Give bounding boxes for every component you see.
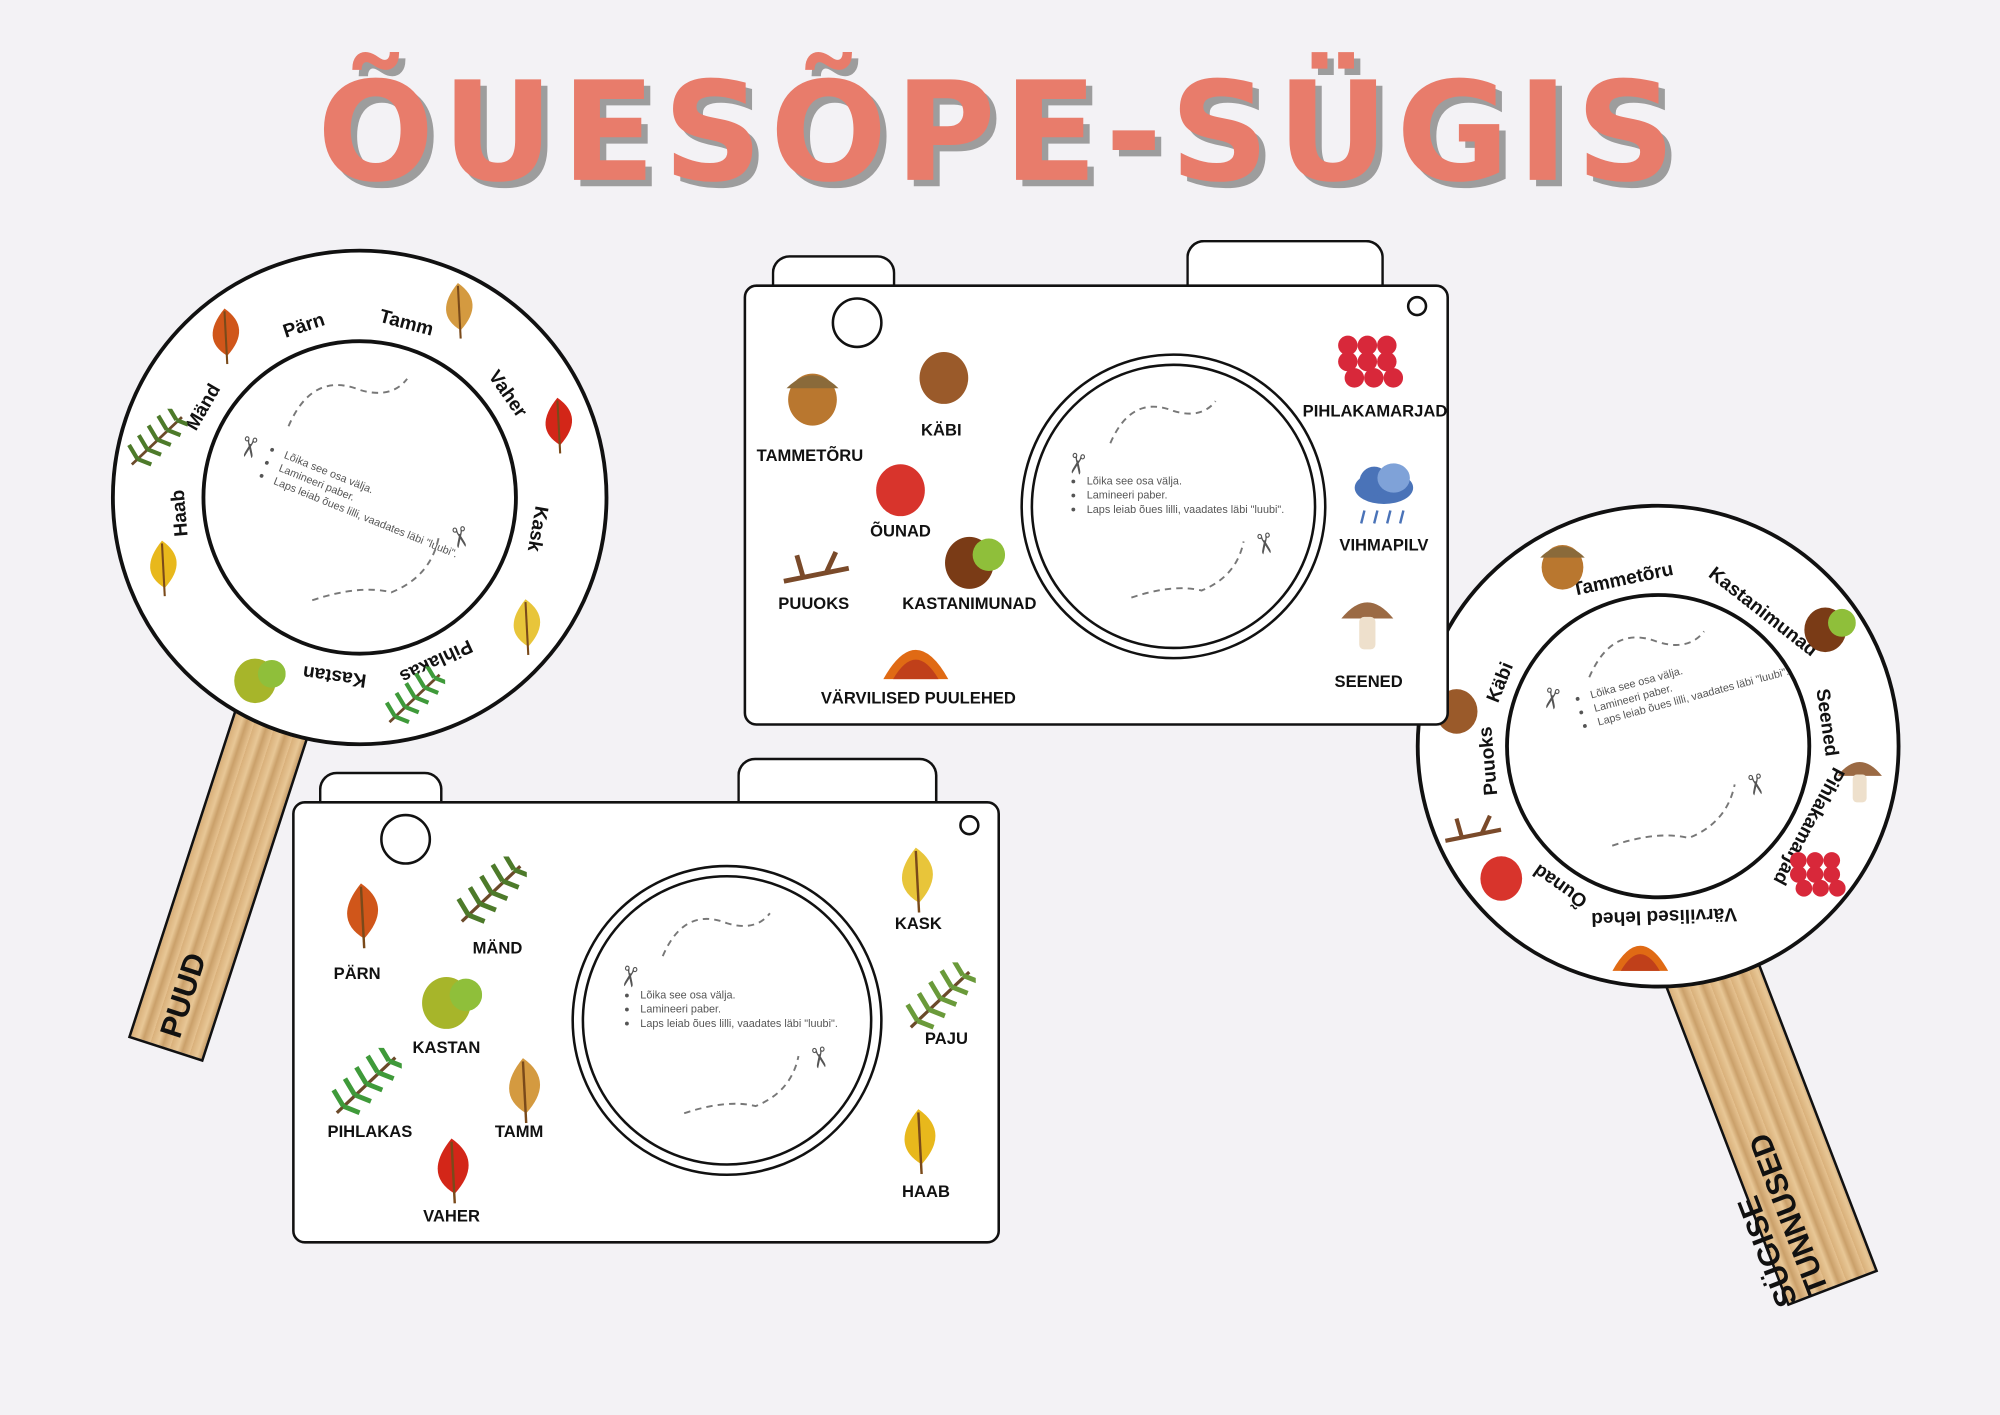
instructions-list: Lõika see osa välja.Lamineeri paber.Laps… <box>625 989 838 1031</box>
rowan-berries-icon <box>1332 326 1404 404</box>
pinecone-icon <box>908 337 979 415</box>
scissors-icon: ✂ <box>799 1043 836 1073</box>
maple-leaf-icon <box>416 1132 487 1210</box>
handle-label: SÜGISE TUNNUSED <box>1713 1129 1836 1312</box>
aspen-leaf-icon <box>131 536 192 604</box>
willow-branch-icon <box>904 957 980 1040</box>
aspen-leaf-icon <box>883 1103 954 1181</box>
linden-leaf-icon <box>325 877 396 955</box>
item-label: HAAB <box>902 1181 950 1201</box>
item-label: KASTANIMUNAD <box>902 593 1037 613</box>
mushroom-icon <box>1829 748 1890 816</box>
magnifier-autumn-handle: SÜGISE TUNNUSED <box>1657 932 1879 1312</box>
maple-leaf-icon <box>527 392 588 460</box>
pine-branch-icon <box>455 851 531 934</box>
camera-indicator <box>959 815 980 836</box>
item-label: KASK <box>894 913 942 934</box>
cut-line-decoration <box>1588 630 1736 847</box>
camera-flash <box>737 757 938 805</box>
camera-button <box>318 771 443 805</box>
item-label: TAMMETÕRU <box>756 445 864 465</box>
instruction-item: Lamineeri paber. <box>640 1003 838 1017</box>
leaf-pile-icon <box>1610 916 1671 984</box>
oak-leaf-icon <box>428 278 489 346</box>
instruction-item: Lamineeri paber. <box>1087 489 1285 503</box>
camera-flash <box>1186 239 1384 289</box>
item-label: VIHMAPILV <box>1339 535 1429 555</box>
scissors-icon: ✂ <box>1532 683 1569 713</box>
handle-label: PUUD <box>154 948 214 1043</box>
item-label: VAHER <box>423 1205 480 1226</box>
rowan-leaf-icon <box>330 1043 406 1126</box>
magnifier-trees-handle: PUUD <box>127 698 314 1063</box>
scissors-icon: ✂ <box>1058 449 1094 478</box>
acorn-icon <box>777 359 848 437</box>
item-label: ÕUNAD <box>870 521 931 541</box>
item-label: KASTAN <box>412 1037 481 1057</box>
page-title: ÕUESÕPE-SÜGIS <box>317 53 1683 214</box>
item-label: PIHLAKAMARJAD <box>1302 401 1448 421</box>
pine-branch-icon <box>126 405 191 477</box>
leaf-pile-icon <box>880 614 951 692</box>
magnifier-lens-cutout <box>201 339 518 656</box>
instruction-item: Laps leiab õues lilli, vaadates läbi "lu… <box>1087 503 1285 517</box>
cut-line-decoration <box>1109 400 1245 599</box>
camera-button <box>771 255 896 289</box>
item-label: SEENED <box>1334 671 1403 691</box>
birch-leaf-icon <box>495 593 556 661</box>
item-label: MÄND <box>472 938 523 958</box>
instruction-item: Laps leiab õues lilli, vaadates läbi "lu… <box>640 1017 838 1031</box>
instructions-list: Lõika see osa välja.Lamineeri paber.Laps… <box>1071 474 1285 517</box>
apple-icon <box>1471 844 1532 912</box>
chestnut-leaf-icon <box>411 962 483 1040</box>
birch-leaf-icon <box>880 841 951 919</box>
rowan-leaf-icon <box>384 663 449 735</box>
oak-leaf-icon <box>487 1052 558 1130</box>
rowan-berries-icon <box>1784 844 1846 912</box>
rain-cloud-icon <box>1348 459 1419 537</box>
item-label: VÄRVILISED PUULEHED <box>820 688 1016 708</box>
branch-icon <box>1443 799 1504 867</box>
camera-viewfinder <box>380 813 432 865</box>
item-label: TAMM <box>494 1121 544 1141</box>
mushroom-icon <box>1332 586 1403 664</box>
scissors-icon: ✂ <box>1244 529 1281 558</box>
instruction-item: Lõika see osa välja. <box>1087 474 1285 488</box>
linden-leaf-icon <box>194 302 255 370</box>
item-label: KÄBI <box>921 420 962 440</box>
magnifier-lens-cutout <box>1505 593 1812 900</box>
chestnut-icon <box>934 522 1006 600</box>
item-label: PAJU <box>924 1028 968 1048</box>
item-label: PÄRN <box>333 963 381 983</box>
cut-line-decoration <box>287 378 440 602</box>
chestnut-leaf-icon <box>224 646 286 714</box>
item-label: PIHLAKAS <box>327 1121 413 1141</box>
apple-icon <box>865 450 936 528</box>
camera-viewfinder <box>831 297 883 349</box>
scissors-icon: ✂ <box>230 432 266 462</box>
cut-line-decoration <box>661 912 800 1115</box>
ring-label: Haab <box>167 488 193 538</box>
acorn-icon <box>1532 532 1593 600</box>
instruction-item: Lõika see osa välja. <box>640 989 838 1003</box>
branch-icon <box>781 533 852 611</box>
chestnut-icon <box>1795 595 1856 663</box>
item-label: PUUOKS <box>778 593 850 613</box>
camera-indicator <box>1406 295 1428 317</box>
